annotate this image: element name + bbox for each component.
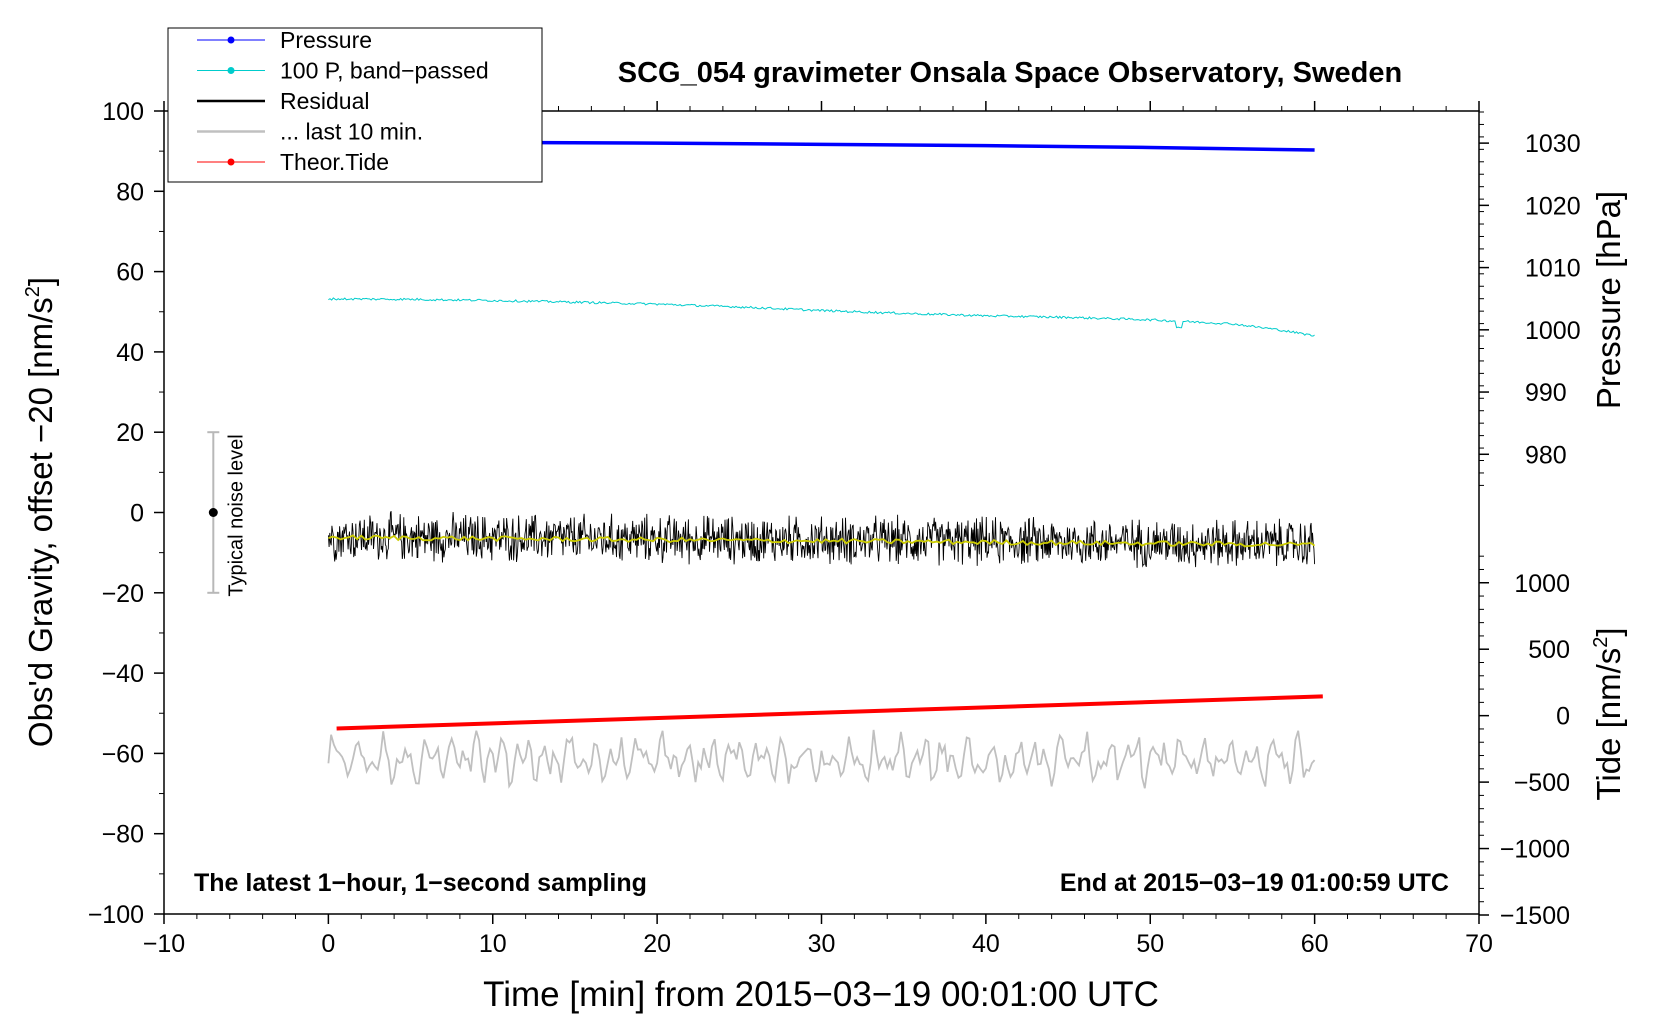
- legend-label: ... last 10 min.: [280, 119, 423, 145]
- x-tick-label: 50: [1136, 930, 1164, 958]
- x-tick-label: 30: [808, 930, 836, 958]
- noise-bar-center-dot: [208, 508, 218, 517]
- series-residual-smoothed: [328, 534, 1316, 548]
- legend-label: 100 P, band−passed: [280, 58, 489, 84]
- legend-label: Pressure: [280, 27, 372, 53]
- x-axis-label: Time [min] from 2015−03−19 00:01:00 UTC: [483, 975, 1159, 1014]
- chart-title: SCG_054 gravimeter Onsala Space Observat…: [618, 57, 1402, 89]
- legend-marker: [227, 67, 235, 74]
- x-tick-label: 70: [1465, 930, 1493, 958]
- pressure-tick-label: 990: [1525, 379, 1567, 407]
- y-tick-label: 80: [116, 178, 144, 206]
- series-theor-tide: [336, 694, 1323, 731]
- pressure-axis-ticks: 1030 1020 1010 1000 990 980: [1479, 111, 1581, 486]
- plot-frame: [163, 110, 1480, 915]
- pressure-tick-label: 980: [1525, 441, 1567, 469]
- series-band-passed-pressure: [328, 297, 1315, 337]
- tide-tick-label: −1000: [1500, 836, 1570, 864]
- y-tick-label: 60: [116, 259, 144, 287]
- tide-axis-label: Tide [nm/s2]: [1590, 627, 1627, 800]
- y-tick-label: 0: [130, 500, 144, 528]
- tide-tick-label: 0: [1556, 703, 1570, 731]
- legend-label: Residual: [280, 88, 370, 114]
- pressure-tick-label: 1020: [1525, 192, 1581, 220]
- tide-tick-label: 1000: [1514, 570, 1570, 598]
- x-tick-label: 60: [1301, 930, 1329, 958]
- pressure-axis-label: Pressure [hPa]: [1590, 191, 1627, 409]
- noise-bar: [207, 431, 220, 594]
- tide-tick-label: −1500: [1500, 902, 1570, 930]
- tide-tick-label: −500: [1514, 769, 1570, 797]
- series-last-10-min: [327, 729, 1316, 789]
- annotation-right: End at 2015−03−19 01:00:59 UTC: [1060, 869, 1449, 897]
- x-tick-label: −10: [143, 930, 185, 958]
- legend-marker: [227, 36, 235, 44]
- y-axis-label: Obs'd Gravity, offset −20 [nm/s2]: [22, 277, 59, 747]
- x-tick-label: 20: [643, 930, 671, 958]
- tide-axis-ticks: 1000 500 0 −500 −1000 −1500: [1479, 555, 1570, 930]
- y-axis-ticks: 100 80 60 40 20 0 −20 −40 −60 −80 −100: [88, 98, 164, 929]
- y-tick-label: −60: [102, 740, 144, 768]
- y-tick-label: 20: [116, 419, 144, 447]
- legend: Pressure 100 P, band−passed Residual ... la…: [167, 27, 543, 183]
- tide-tick-label: 500: [1528, 636, 1570, 664]
- y-tick-label: 100: [102, 98, 144, 126]
- y-tick-label: −40: [102, 660, 144, 688]
- pressure-tick-label: 1030: [1525, 130, 1581, 158]
- x-tick-label: 40: [972, 930, 1000, 958]
- y-tick-label: −80: [102, 821, 144, 849]
- legend-box: [167, 27, 543, 183]
- legend-marker: [227, 158, 235, 166]
- x-tick-label: 10: [479, 930, 507, 958]
- y-tick-label: −100: [88, 901, 144, 929]
- legend-label: Theor.Tide: [280, 149, 389, 175]
- noise-bar-label: Typical noise level: [225, 434, 247, 596]
- x-tick-label: 0: [321, 930, 335, 958]
- y-tick-label: −20: [102, 580, 144, 608]
- series-residual: [327, 511, 1316, 568]
- annotation-left: The latest 1−hour, 1−second sampling: [194, 869, 647, 897]
- y-tick-label: 40: [116, 339, 144, 367]
- x-axis-ticks: −10 0 10 20 30 40 50 60 70: [143, 101, 1493, 958]
- pressure-tick-label: 1010: [1525, 255, 1581, 283]
- series-layer: [327, 140, 1323, 789]
- pressure-tick-label: 1000: [1525, 317, 1581, 345]
